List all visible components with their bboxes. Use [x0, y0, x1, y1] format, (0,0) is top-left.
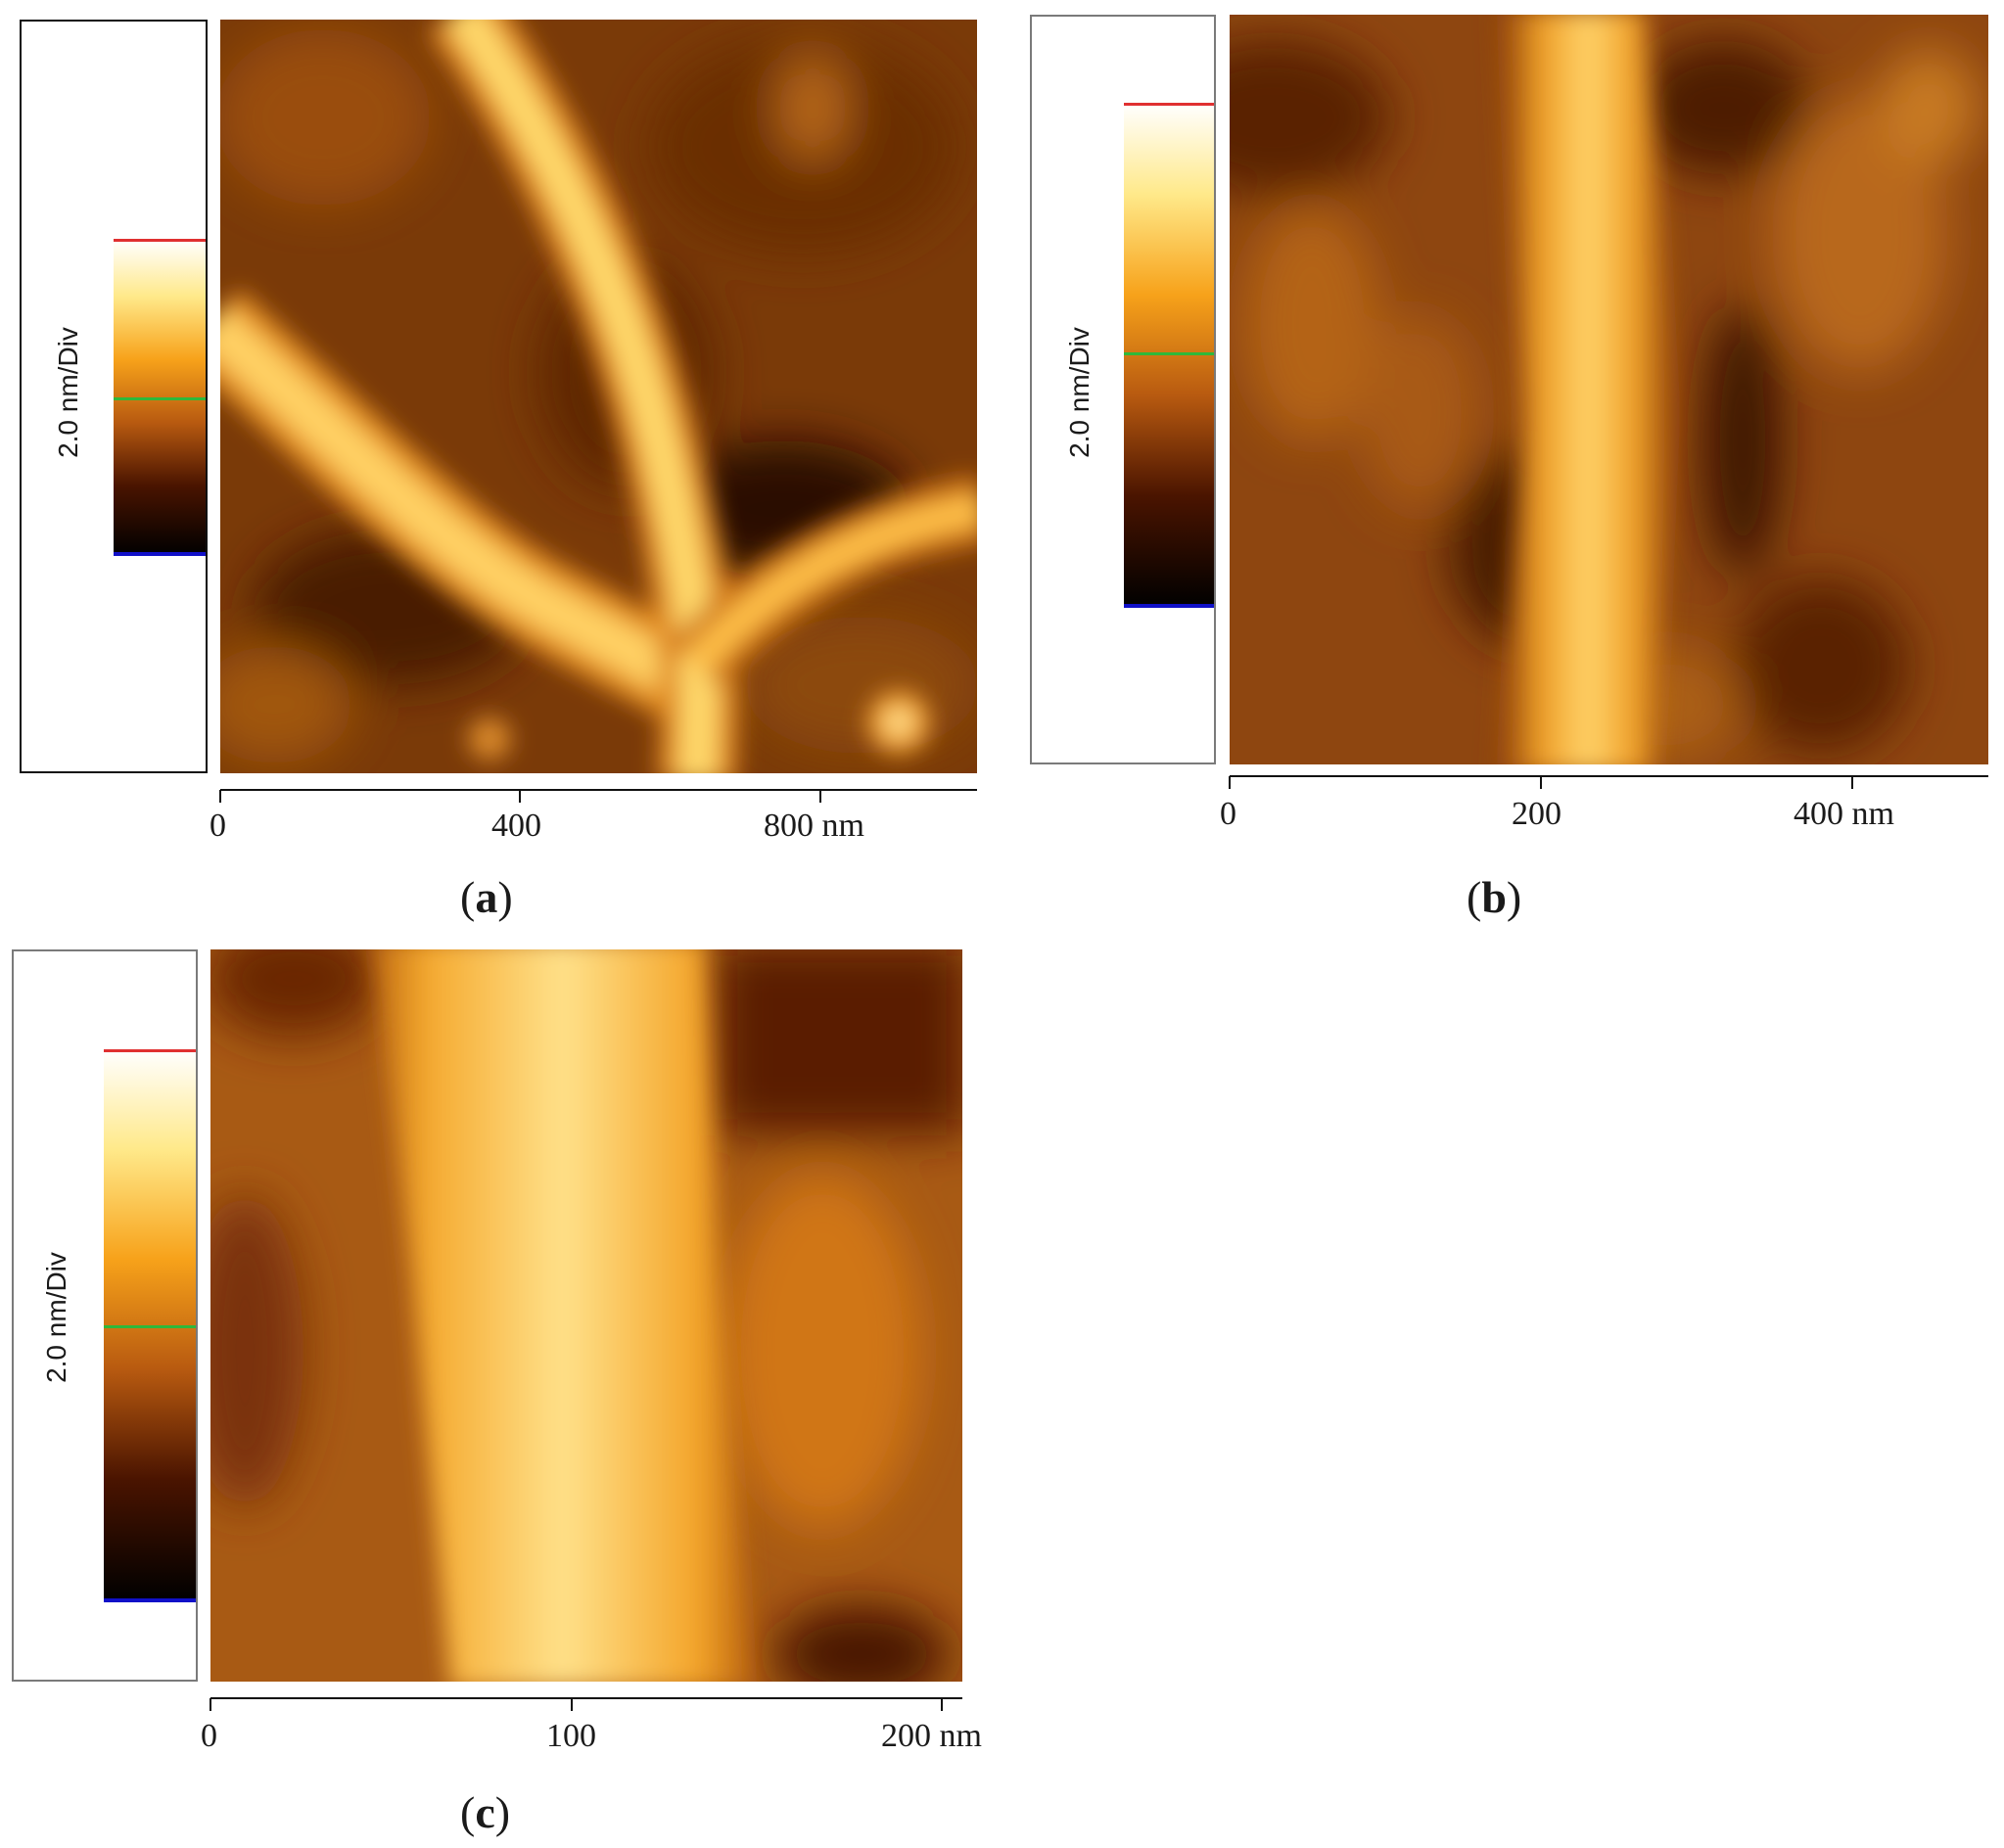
x-tick-c-2: 200 nm — [881, 1718, 982, 1754]
colorbar-mid-marker-b — [1124, 352, 1214, 355]
colorbar-mid-marker-c — [104, 1325, 196, 1328]
x-axis-b — [1229, 775, 1988, 789]
x-axis-c — [210, 1697, 962, 1711]
colorbar-top-marker-c — [104, 1049, 196, 1052]
x-axis-a — [219, 789, 977, 803]
panel-label-c: (c) — [460, 1787, 511, 1837]
colorbar-mid-marker-a — [114, 397, 206, 400]
x-tick-c-0: 0 — [201, 1718, 217, 1754]
colorbar-top-marker-a — [114, 239, 206, 242]
x-tick-b-1: 200 — [1512, 796, 1561, 832]
afm-image-a — [220, 20, 977, 773]
scale-label-c: 2.0 nm/Div — [41, 1252, 71, 1383]
x-tick-b-2: 400 nm — [1794, 796, 1894, 832]
panel-label-a: (a) — [460, 872, 513, 922]
x-tick-a-0: 0 — [210, 808, 226, 844]
panel-label-b: (b) — [1467, 872, 1522, 922]
colorbar-top-marker-b — [1124, 103, 1214, 106]
x-tick-a-1: 400 — [491, 808, 541, 844]
x-tick-a-2: 800 nm — [764, 808, 864, 844]
colorbar-bottom-marker-a — [114, 552, 206, 556]
afm-image-c — [210, 949, 962, 1682]
scale-label-b: 2.0 nm/Div — [1064, 327, 1095, 458]
scale-label-a: 2.0 nm/Div — [53, 327, 83, 458]
x-tick-c-1: 100 — [546, 1718, 596, 1754]
colorbar-bottom-marker-b — [1124, 604, 1214, 608]
colorbar-b — [1124, 104, 1214, 607]
colorbar-bottom-marker-c — [104, 1598, 196, 1602]
x-tick-b-0: 0 — [1220, 796, 1236, 832]
afm-image-b — [1230, 15, 1988, 764]
